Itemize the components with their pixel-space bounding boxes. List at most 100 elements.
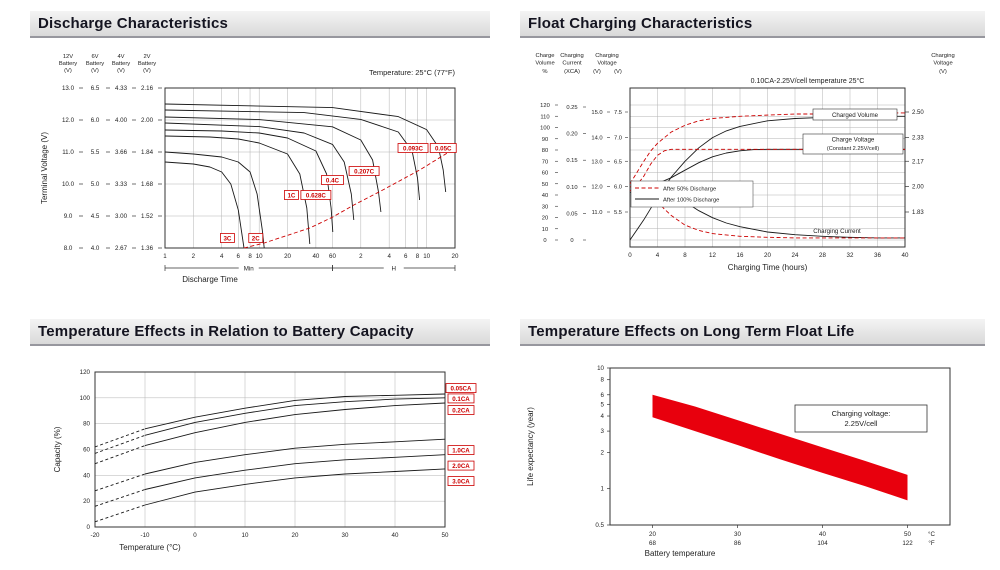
svg-text:86: 86 <box>734 540 741 547</box>
svg-text:120: 120 <box>540 103 550 109</box>
svg-text:11.0: 11.0 <box>62 149 74 156</box>
svg-text:90: 90 <box>542 137 548 143</box>
svg-text:14.0: 14.0 <box>591 135 602 141</box>
svg-text:40: 40 <box>392 532 399 539</box>
svg-text:4: 4 <box>387 253 391 260</box>
svg-text:12: 12 <box>709 252 716 259</box>
svg-text:(Constant 2.25V/cell): (Constant 2.25V/cell) <box>827 146 879 152</box>
svg-text:0.05CA: 0.05CA <box>451 386 473 393</box>
svg-text:60: 60 <box>329 253 336 260</box>
svg-text:0.5: 0.5 <box>595 522 604 529</box>
svg-text:°F: °F <box>928 540 934 547</box>
svg-text:20: 20 <box>764 252 771 259</box>
svg-text:100: 100 <box>540 126 550 132</box>
svg-text:7.0: 7.0 <box>614 135 622 141</box>
svg-text:28: 28 <box>819 252 826 259</box>
svg-text:8: 8 <box>601 377 605 384</box>
svg-text:24: 24 <box>792 252 799 259</box>
svg-text:2.33: 2.33 <box>912 135 924 141</box>
svg-text:110: 110 <box>540 114 549 120</box>
svg-text:12.0: 12.0 <box>591 185 602 191</box>
svg-text:6: 6 <box>601 392 605 399</box>
svg-text:Charging: Charging <box>931 53 955 59</box>
svg-text:7.5: 7.5 <box>614 110 622 116</box>
svg-text:2.00: 2.00 <box>141 117 154 124</box>
svg-text:(V): (V) <box>614 69 622 75</box>
svg-text:0.2CA: 0.2CA <box>452 408 470 415</box>
svg-text:20: 20 <box>292 532 299 539</box>
svg-text:(V): (V) <box>91 68 99 74</box>
svg-text:3: 3 <box>601 428 605 435</box>
svg-text:100: 100 <box>80 395 91 402</box>
svg-text:40: 40 <box>819 531 826 538</box>
svg-text:Charging Time (hours): Charging Time (hours) <box>728 263 808 272</box>
svg-text:8: 8 <box>248 253 252 260</box>
svg-text:30: 30 <box>734 531 741 538</box>
svg-text:Battery: Battery <box>138 61 156 67</box>
panel-temp-float-life: Temperature Effects on Long Term Float L… <box>500 285 1000 570</box>
svg-text:0.15: 0.15 <box>566 158 577 164</box>
svg-text:40: 40 <box>83 472 90 479</box>
svg-text:Battery: Battery <box>112 61 130 67</box>
svg-text:Min: Min <box>244 266 255 273</box>
svg-text:20: 20 <box>542 216 548 222</box>
svg-text:Charge Voltage: Charge Voltage <box>832 137 875 144</box>
svg-text:-20: -20 <box>91 532 101 539</box>
svg-text:2.50: 2.50 <box>912 110 924 116</box>
svg-text:Temperature (°C): Temperature (°C) <box>119 543 181 552</box>
svg-text:2.67: 2.67 <box>115 245 128 252</box>
svg-text:3.66: 3.66 <box>115 149 128 156</box>
svg-text:1.36: 1.36 <box>141 245 154 252</box>
svg-text:4: 4 <box>656 252 660 259</box>
svg-text:Volume: Volume <box>535 61 554 67</box>
svg-text:10: 10 <box>542 227 548 233</box>
svg-text:40: 40 <box>542 193 548 199</box>
svg-text:0: 0 <box>628 252 632 259</box>
svg-text:Charging: Charging <box>560 53 584 59</box>
svg-text:Terminal Voltage (V): Terminal Voltage (V) <box>40 132 49 204</box>
svg-text:1.84: 1.84 <box>141 149 154 156</box>
svg-text:Temperature: 25°C (77°F): Temperature: 25°C (77°F) <box>369 68 456 77</box>
svg-text:15.0: 15.0 <box>591 110 602 116</box>
svg-text:2: 2 <box>601 449 605 456</box>
discharge-characteristics-chart: 12VBattery(V)13.012.011.010.09.08.06VBat… <box>40 54 459 284</box>
svg-text:4V: 4V <box>117 54 124 60</box>
svg-text:40: 40 <box>312 253 319 260</box>
svg-text:Charging voltage:: Charging voltage: <box>832 409 891 418</box>
svg-text:4.33: 4.33 <box>115 85 128 92</box>
svg-text:0.10: 0.10 <box>566 185 577 191</box>
svg-text:68: 68 <box>649 540 656 547</box>
svg-text:Charge: Charge <box>535 53 554 59</box>
svg-text:2C: 2C <box>252 236 260 243</box>
svg-text:(V): (V) <box>64 68 72 74</box>
svg-text:20: 20 <box>83 498 90 505</box>
svg-text:(V): (V) <box>143 68 151 74</box>
panel-discharge-characteristics: Discharge Characteristics 12V Battery (V) 1… <box>0 0 500 285</box>
svg-text:50: 50 <box>442 532 449 539</box>
svg-text:10: 10 <box>423 253 430 260</box>
svg-text:Capacity (%): Capacity (%) <box>53 426 62 472</box>
svg-text:50: 50 <box>904 531 911 538</box>
svg-text:4.0: 4.0 <box>91 245 100 252</box>
svg-text:0: 0 <box>543 238 546 244</box>
svg-text:10: 10 <box>256 253 263 260</box>
svg-text:(V): (V) <box>593 69 601 75</box>
svg-text:30: 30 <box>542 204 548 210</box>
svg-text:Life expectancy (year): Life expectancy (year) <box>526 407 535 486</box>
svg-text:8.0: 8.0 <box>64 245 73 252</box>
svg-text:6.5: 6.5 <box>91 85 100 92</box>
svg-text:1: 1 <box>163 253 167 260</box>
svg-text:(V): (V) <box>939 69 947 75</box>
svg-text:120: 120 <box>80 369 91 376</box>
svg-text:3.00: 3.00 <box>115 213 128 220</box>
svg-text:2.0CA: 2.0CA <box>452 463 470 470</box>
svg-text:11.0: 11.0 <box>592 210 603 216</box>
svg-text:1.0CA: 1.0CA <box>452 448 470 455</box>
svg-text:12V: 12V <box>63 54 73 60</box>
svg-text:10: 10 <box>242 532 249 539</box>
svg-text:%: % <box>542 69 547 75</box>
svg-text:°C: °C <box>928 531 935 538</box>
svg-text:60: 60 <box>542 171 548 177</box>
svg-text:6.0: 6.0 <box>91 117 100 124</box>
panel-title-discharge: Discharge Characteristics <box>30 10 490 38</box>
